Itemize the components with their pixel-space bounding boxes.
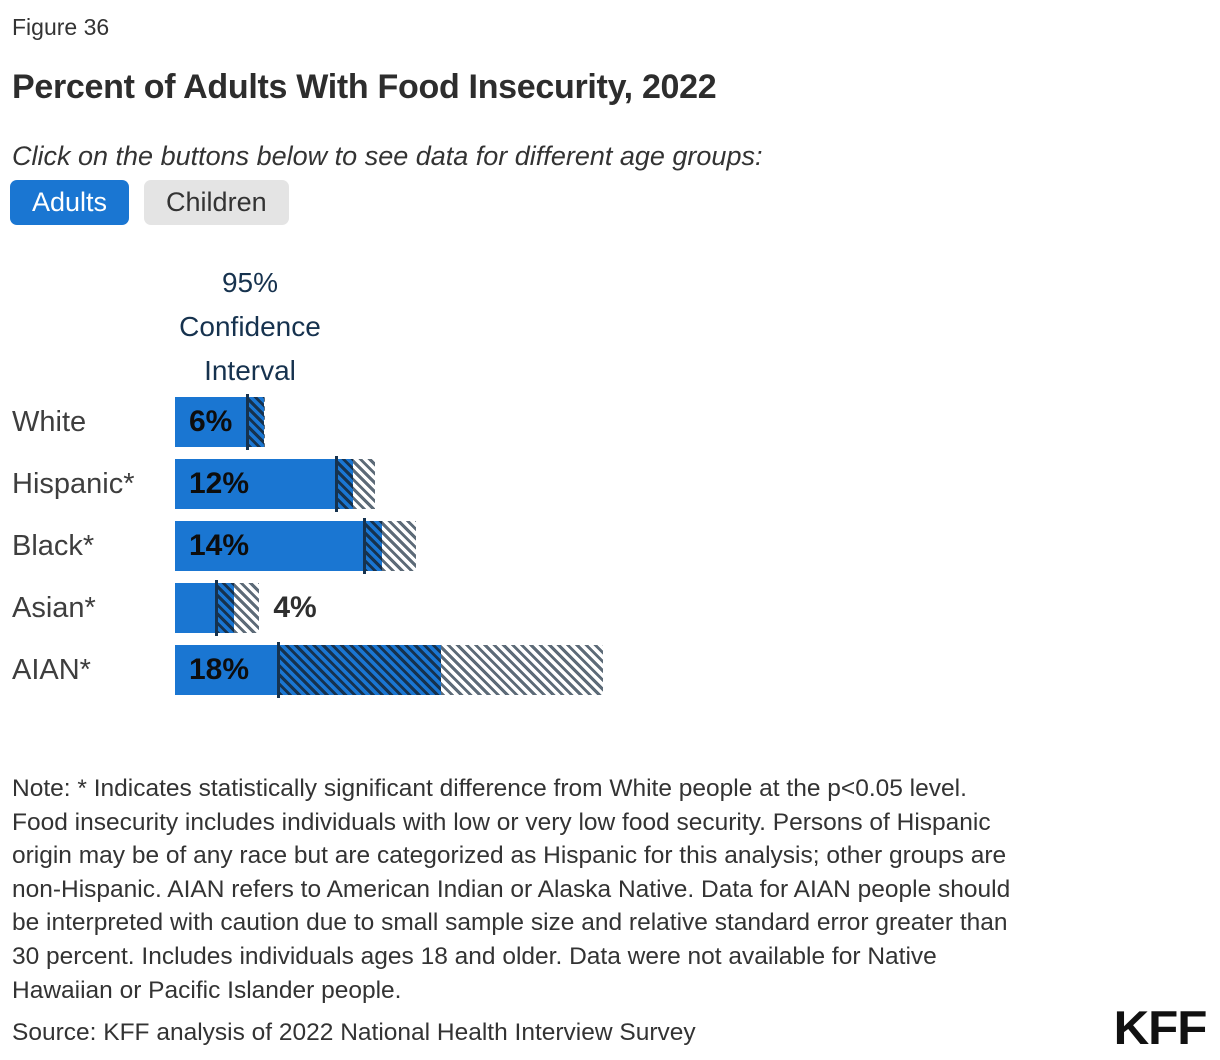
- ci-lower-bound-tick: [334, 456, 338, 512]
- bar-ci-lower-hatch: [247, 397, 264, 447]
- chart-row: Asian* 4%: [0, 580, 1220, 636]
- chart-row: White 6%: [0, 394, 1220, 450]
- figure-label: Figure 36: [12, 14, 110, 40]
- kff-logo: KFF: [1113, 1001, 1207, 1054]
- chart-row: Hispanic* 12%: [0, 456, 1220, 512]
- bar-ci-lower-hatch: [278, 645, 442, 695]
- children-button[interactable]: Children: [144, 180, 289, 225]
- note-line: Hawaiian or Pacific Islander people.: [12, 976, 402, 1004]
- bar-ci-upper-hatch: [234, 583, 260, 633]
- ci-lower-bound-tick: [246, 394, 250, 450]
- note-line: origin may be of any race but are catego…: [12, 842, 1007, 870]
- note-line: Food insecurity includes individuals wit…: [12, 808, 991, 836]
- ci-lower-bound-tick: [214, 580, 218, 636]
- bar-solid: [175, 397, 248, 447]
- category-label: Asian*: [12, 591, 96, 624]
- bar-solid: [175, 521, 365, 571]
- value-label: 12%: [189, 467, 250, 500]
- bar-ci-upper-hatch: [352, 459, 375, 509]
- age-group-toggle: Adults Children: [10, 180, 289, 225]
- ci-header-line: Interval: [204, 355, 296, 386]
- category-label: Hispanic*: [12, 467, 135, 500]
- chart-row: AIAN* 18%: [0, 642, 1220, 698]
- bar-solid: [175, 645, 279, 695]
- adults-button[interactable]: Adults: [10, 180, 130, 225]
- bar-ci-lower-hatch: [216, 583, 235, 633]
- instruction-text: Click on the buttons below to see data f…: [12, 141, 763, 171]
- category-label: AIAN*: [12, 653, 91, 686]
- ci-lower-bound-tick: [277, 642, 281, 698]
- note-line: be interpreted with caution due to small…: [12, 909, 1008, 937]
- bar-ci-upper-hatch: [263, 397, 266, 447]
- note-line: non-Hispanic. AIAN refers to American In…: [12, 875, 1011, 903]
- ci-header-line: 95%: [221, 267, 279, 298]
- note-line: Note: * Indicates statistically signific…: [12, 775, 967, 802]
- ci-header-line: Confidence: [179, 311, 321, 342]
- source-text: Source: KFF analysis of 2022 National He…: [12, 1019, 696, 1046]
- note-line: 30 percent. Includes individuals ages 18…: [12, 942, 937, 970]
- ci-lower-bound-tick: [362, 518, 366, 574]
- chart-rows: White 6% Hispanic* 12% Black* 14% Asian* 4% AIAN…: [0, 394, 1220, 707]
- chart-row: Black* 14%: [0, 518, 1220, 574]
- value-label: 14%: [189, 529, 250, 562]
- value-label: 4%: [273, 591, 317, 624]
- bar-ci-upper-hatch: [441, 645, 603, 695]
- category-label: White: [12, 405, 87, 438]
- bar-ci-lower-hatch: [336, 459, 353, 509]
- bar-ci-upper-hatch: [382, 521, 417, 571]
- page-title: Percent of Adults With Food Insecurity, …: [12, 68, 717, 106]
- bar-ci-lower-hatch: [364, 521, 383, 571]
- value-label: 6%: [189, 405, 233, 438]
- value-label: 18%: [189, 653, 250, 686]
- note-text: Note: * Indicates statistically signific…: [12, 772, 1010, 1007]
- category-label: Black*: [12, 529, 95, 562]
- ci-header: 95% Confidence Interval: [155, 261, 345, 393]
- bar-solid: [175, 583, 217, 633]
- bar-solid: [175, 459, 337, 509]
